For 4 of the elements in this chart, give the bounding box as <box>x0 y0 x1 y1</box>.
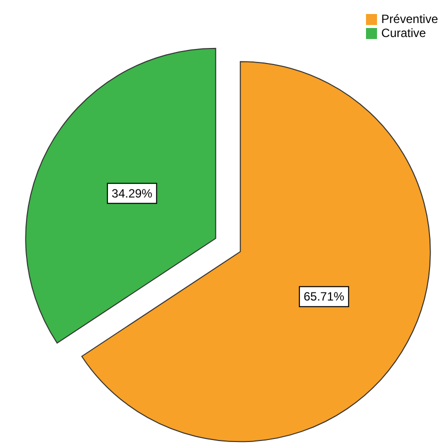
legend-label: Curative <box>381 26 426 40</box>
data-label: 65.71% <box>304 290 345 304</box>
data-label: 34.29% <box>112 186 153 200</box>
legend-label: Préventive <box>381 12 438 26</box>
